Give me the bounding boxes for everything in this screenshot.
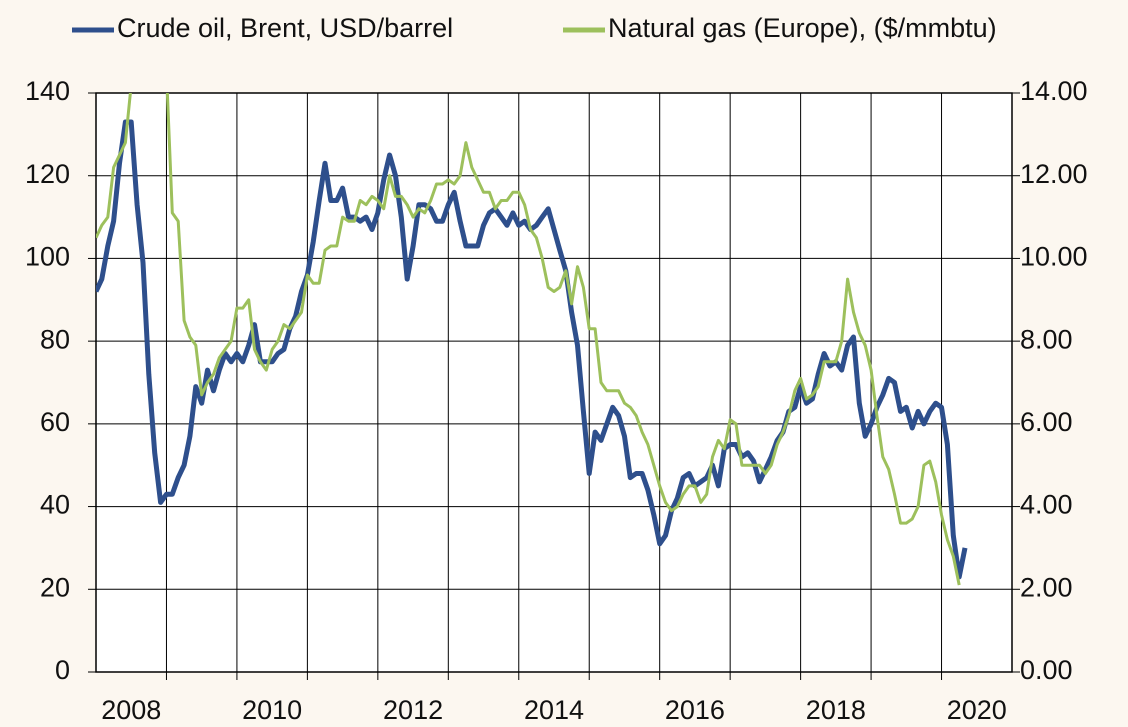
plot-area [96, 93, 1012, 672]
x-tick-label: 2016 [665, 695, 725, 725]
x-tick-label: 2010 [242, 695, 302, 725]
y-tick-label: 120 [25, 159, 70, 189]
x-tick-label: 2014 [524, 695, 584, 725]
x-tick-label: 2020 [947, 695, 1007, 725]
legend-label: Crude oil, Brent, USD/barrel [117, 13, 453, 43]
y2-tick-label: 0.00 [1020, 655, 1073, 685]
plot-frame [95, 92, 1013, 673]
y2-tick-label: 4.00 [1020, 490, 1073, 520]
series-line [96, 93, 961, 586]
y2-tick-label: 14.00 [1020, 76, 1088, 106]
legend-label: Natural gas (Europe), ($/mmbtu) [608, 13, 997, 43]
y2-tick-label: 6.00 [1020, 407, 1073, 437]
y2-tick-label: 2.00 [1020, 572, 1073, 602]
y-tick-label: 100 [25, 242, 70, 272]
y2-tick-label: 10.00 [1020, 242, 1088, 272]
x-tick-label: 2018 [806, 695, 866, 725]
y-tick-label: 140 [25, 76, 70, 106]
y-tick-label: 80 [40, 324, 70, 354]
x-tick-label: 2012 [383, 695, 443, 725]
y-tick-label: 0 [55, 655, 70, 685]
y2-tick-label: 12.00 [1020, 159, 1088, 189]
y-tick-label: 60 [40, 407, 70, 437]
y-tick-label: 40 [40, 490, 70, 520]
x-tick-label: 2008 [101, 695, 161, 725]
series-layer [96, 93, 968, 586]
y2-tick-label: 8.00 [1020, 324, 1073, 354]
y-tick-label: 20 [40, 572, 70, 602]
